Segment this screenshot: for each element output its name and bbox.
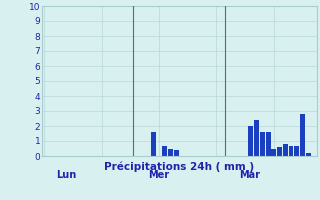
Text: Mer: Mer xyxy=(148,170,169,180)
Text: Mar: Mar xyxy=(239,170,260,180)
Text: Lun: Lun xyxy=(56,170,76,180)
Bar xyxy=(254,120,259,156)
Bar xyxy=(283,144,288,156)
Bar xyxy=(271,148,276,156)
Bar xyxy=(260,132,265,156)
Bar xyxy=(277,147,282,156)
Bar xyxy=(248,126,253,156)
X-axis label: Précipitations 24h ( mm ): Précipitations 24h ( mm ) xyxy=(104,162,254,172)
Bar xyxy=(300,114,305,156)
Bar xyxy=(306,153,311,156)
Bar xyxy=(163,146,167,156)
Bar xyxy=(289,146,293,156)
Bar xyxy=(151,132,156,156)
Bar xyxy=(174,150,179,156)
Bar xyxy=(266,132,270,156)
Bar xyxy=(294,146,299,156)
Bar xyxy=(168,148,173,156)
